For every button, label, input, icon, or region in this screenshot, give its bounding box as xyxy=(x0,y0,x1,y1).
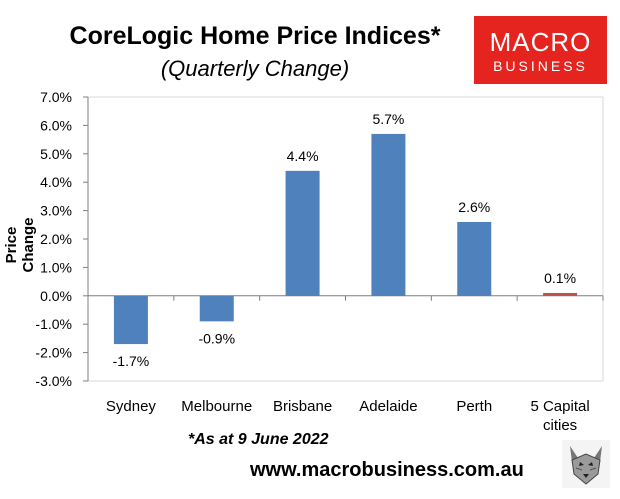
y-tick-label: 4.0% xyxy=(40,174,72,190)
y-tick-label: -2.0% xyxy=(35,345,72,361)
y-tick-label: 3.0% xyxy=(40,203,72,219)
y-tick-label: 1.0% xyxy=(40,259,72,275)
data-label: 0.1% xyxy=(544,270,576,286)
bar xyxy=(457,221,492,296)
chart-title: CoreLogic Home Price Indices* xyxy=(69,22,441,50)
data-label: -1.7% xyxy=(113,353,150,369)
x-tick-label: Sydney xyxy=(106,398,157,415)
y-tick-label: 2.0% xyxy=(40,231,72,247)
data-label: -0.9% xyxy=(198,330,235,346)
bar xyxy=(285,170,320,296)
bar xyxy=(113,295,148,345)
bar xyxy=(199,295,234,322)
logo-line-2: BUSINESS xyxy=(493,58,588,74)
footnote: *As at 9 June 2022 xyxy=(188,431,329,448)
data-label: 4.4% xyxy=(287,148,319,164)
chart-subtitle: (Quarterly Change) xyxy=(160,56,350,81)
x-tick-label: Adelaide xyxy=(359,398,417,415)
y-tick-label: 0.0% xyxy=(40,288,72,304)
x-tick-label: Perth xyxy=(456,398,492,415)
logo-line-1: MACRO xyxy=(489,27,592,57)
data-label: 5.7% xyxy=(372,111,404,127)
plot-area xyxy=(87,96,604,382)
y-tick-label: 5.0% xyxy=(40,146,72,162)
x-tick-label: cities xyxy=(543,417,577,434)
bar xyxy=(371,133,406,296)
bar xyxy=(543,292,578,296)
y-tick-label: -1.0% xyxy=(35,316,72,332)
website-url: www.macrobusiness.com.au xyxy=(250,459,524,481)
y-tick-label: -3.0% xyxy=(35,373,72,389)
x-tick-label: Brisbane xyxy=(273,398,332,415)
data-label: 2.6% xyxy=(458,199,490,215)
x-tick-label: Melbourne xyxy=(181,398,252,415)
x-tick-label: 5 Capital xyxy=(530,398,589,415)
y-tick-label: 7.0% xyxy=(40,89,72,105)
y-tick-label: 6.0% xyxy=(40,117,72,133)
wolf-head-icon xyxy=(562,440,610,488)
macrobusiness-logo: MACRO BUSINESS xyxy=(474,16,607,84)
